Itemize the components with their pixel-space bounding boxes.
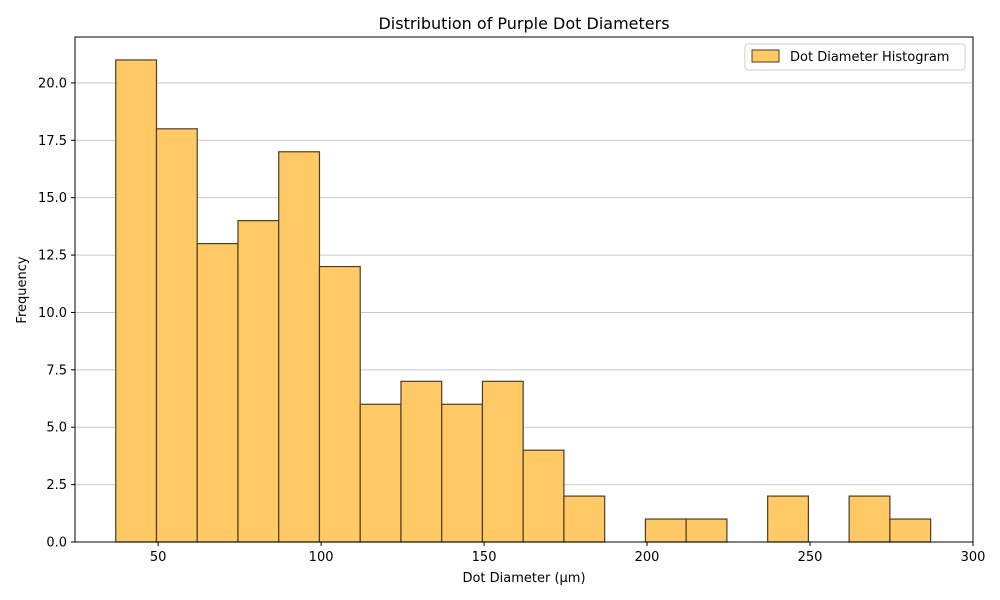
- y-tick-label: 17.5: [38, 134, 67, 149]
- y-axis-label: Frequency: [15, 256, 30, 323]
- y-tick-label: 12.5: [38, 249, 67, 264]
- histogram-bar: [115, 59, 158, 543]
- histogram-bar: [196, 242, 239, 543]
- y-tick-label: 2.5: [46, 478, 67, 493]
- x-tick-label: 200: [635, 550, 660, 565]
- x-tick-label: 50: [150, 550, 167, 565]
- x-axis-ticks: 50 100 150 200 250 300: [150, 542, 986, 565]
- legend: Dot Diameter Histogram: [744, 43, 966, 71]
- histogram-bar: [278, 151, 321, 543]
- chart-title: Distribution of Purple Dot Diameters: [378, 14, 669, 33]
- y-tick-label: 20.0: [38, 76, 67, 91]
- histogram-bar: [767, 495, 809, 543]
- y-tick-label: 15.0: [38, 191, 67, 206]
- legend-swatch: [751, 49, 780, 63]
- histogram-bar: [318, 265, 361, 543]
- y-tick-label: 10.0: [38, 306, 67, 321]
- bars-layer: [115, 59, 932, 543]
- histogram-bar: [400, 380, 443, 543]
- histogram-bar: [563, 495, 606, 543]
- y-tick-label: 0.0: [46, 536, 67, 551]
- histogram-bar: [644, 518, 687, 543]
- y-tick-label: 7.5: [46, 363, 67, 378]
- histogram-bar: [155, 128, 198, 543]
- x-tick-label: 250: [798, 550, 823, 565]
- y-axis-ticks: 0.0 2.5 5.0 7.5 10.0 12.5 15.0 17.5 20.0: [38, 76, 75, 551]
- histogram-bar: [481, 380, 524, 543]
- histogram-bar: [685, 518, 728, 543]
- histogram-bar: [522, 449, 565, 543]
- x-tick-label: 300: [961, 550, 986, 565]
- legend-label: Dot Diameter Histogram: [790, 50, 949, 65]
- x-tick-label: 150: [472, 550, 497, 565]
- histogram-bar: [359, 403, 402, 543]
- plot-frame: [74, 36, 974, 543]
- histogram-bar: [441, 403, 484, 543]
- histogram-bar: [848, 495, 891, 543]
- x-tick-label: 100: [309, 550, 334, 565]
- histogram-bar: [237, 220, 280, 543]
- x-axis-label: Dot Diameter (µm): [462, 571, 585, 586]
- y-tick-label: 5.0: [46, 421, 67, 436]
- histogram-bar: [889, 518, 932, 543]
- legend-box: [744, 43, 966, 71]
